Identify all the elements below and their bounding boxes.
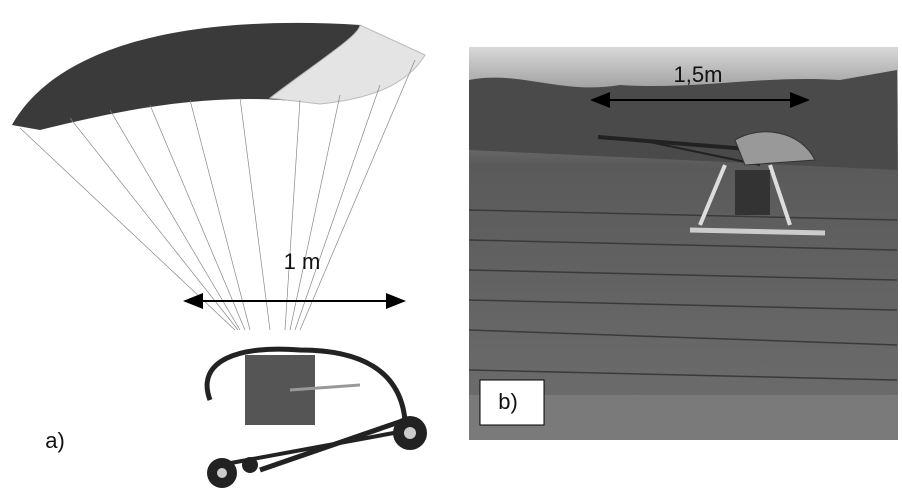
panel-label: b) (498, 389, 518, 414)
panel-a: 1 m a) (12, 22, 427, 488)
cart (204, 346, 427, 488)
panel-b: 1,5m b) (468, 47, 898, 440)
dimension-label: 1,5m (674, 62, 723, 87)
wing (12, 22, 420, 130)
vines (468, 209, 898, 381)
panel-label: a) (45, 428, 65, 453)
dimension-label: 1 m (284, 249, 321, 274)
helicopter (597, 131, 826, 236)
label-box (479, 379, 545, 426)
wing-light (268, 24, 426, 105)
